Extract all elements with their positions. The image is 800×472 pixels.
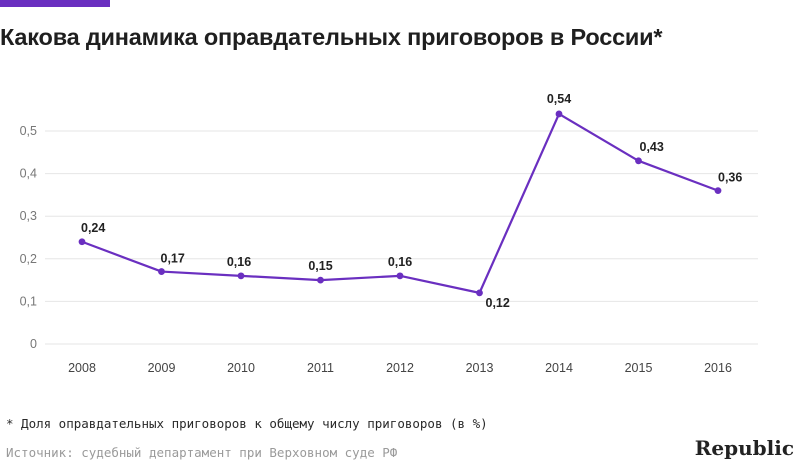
y-tick-label: 0,4 — [20, 167, 37, 181]
data-label: 0,15 — [308, 259, 332, 273]
x-tick-label: 2008 — [68, 361, 96, 375]
y-axis-ticks: 0 0,1 0,2 0,3 0,4 0,5 — [20, 124, 37, 351]
x-tick-label: 2010 — [227, 361, 255, 375]
data-points — [78, 110, 722, 297]
y-tick-label: 0,3 — [20, 209, 37, 223]
data-label: 0,17 — [161, 252, 185, 266]
data-label: 0,24 — [81, 221, 105, 235]
data-point — [555, 110, 563, 118]
data-label: 0,54 — [547, 92, 571, 106]
x-tick-label: 2015 — [625, 361, 653, 375]
data-label: 0,36 — [718, 171, 742, 185]
x-tick-label: 2012 — [386, 361, 414, 375]
data-point — [78, 238, 86, 246]
chart-title: Какова динамика оправдательных приговоро… — [0, 24, 663, 50]
data-label: 0,12 — [486, 296, 510, 310]
x-tick-label: 2013 — [466, 361, 494, 375]
footnote: * Доля оправдательных приговоров к общем… — [6, 416, 488, 431]
data-point — [635, 157, 642, 165]
y-tick-label: 0,2 — [20, 252, 37, 266]
data-point — [476, 289, 483, 297]
accent-bar — [0, 0, 110, 7]
data-point — [317, 276, 324, 284]
source-note: Источник: судебный департамент при Верхо… — [6, 445, 398, 460]
x-tick-label: 2016 — [704, 361, 732, 375]
data-label: 0,16 — [388, 255, 412, 269]
x-tick-label: 2011 — [307, 361, 334, 375]
grid-lines — [45, 130, 758, 345]
x-tick-label: 2009 — [148, 361, 176, 375]
brand-logo: Republic — [694, 436, 794, 460]
data-point — [396, 272, 404, 280]
data-label: 0,16 — [227, 255, 251, 269]
y-tick-label: 0 — [30, 337, 37, 351]
y-tick-label: 0,1 — [20, 294, 37, 308]
data-point — [158, 268, 165, 275]
data-point — [714, 187, 722, 195]
data-labels: 0,24 0,17 0,16 0,15 0,16 0,12 0,54 0,43 0,36 — [81, 92, 742, 310]
x-tick-label: 2014 — [545, 361, 573, 375]
data-label: 0,43 — [640, 140, 664, 154]
data-point — [237, 272, 245, 280]
y-tick-label: 0,5 — [20, 124, 37, 138]
x-axis-ticks: 2008 2009 2010 2011 2012 2013 2014 2015 2016 — [68, 361, 732, 375]
